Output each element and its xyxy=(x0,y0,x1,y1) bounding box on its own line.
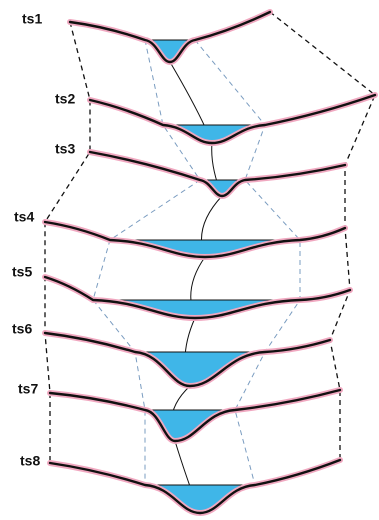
section-label: ts5 xyxy=(12,264,32,280)
profiles: ts1 ts2 ts3 ts4 ts5 ts6 ts7 ts8 xyxy=(12,11,375,513)
profile-line xyxy=(90,95,375,143)
section-label: ts1 xyxy=(22,11,42,27)
section-label: ts4 xyxy=(14,209,34,225)
cross-section-diagram: ts1 ts2 ts3 ts4 ts5 ts6 ts7 ts8 xyxy=(0,0,379,520)
section-label: ts6 xyxy=(12,321,32,337)
section-label: ts3 xyxy=(55,141,75,157)
section-label: ts2 xyxy=(55,91,75,107)
section-label: ts7 xyxy=(18,381,38,397)
connectors xyxy=(45,12,375,513)
section-label: ts8 xyxy=(20,453,40,469)
